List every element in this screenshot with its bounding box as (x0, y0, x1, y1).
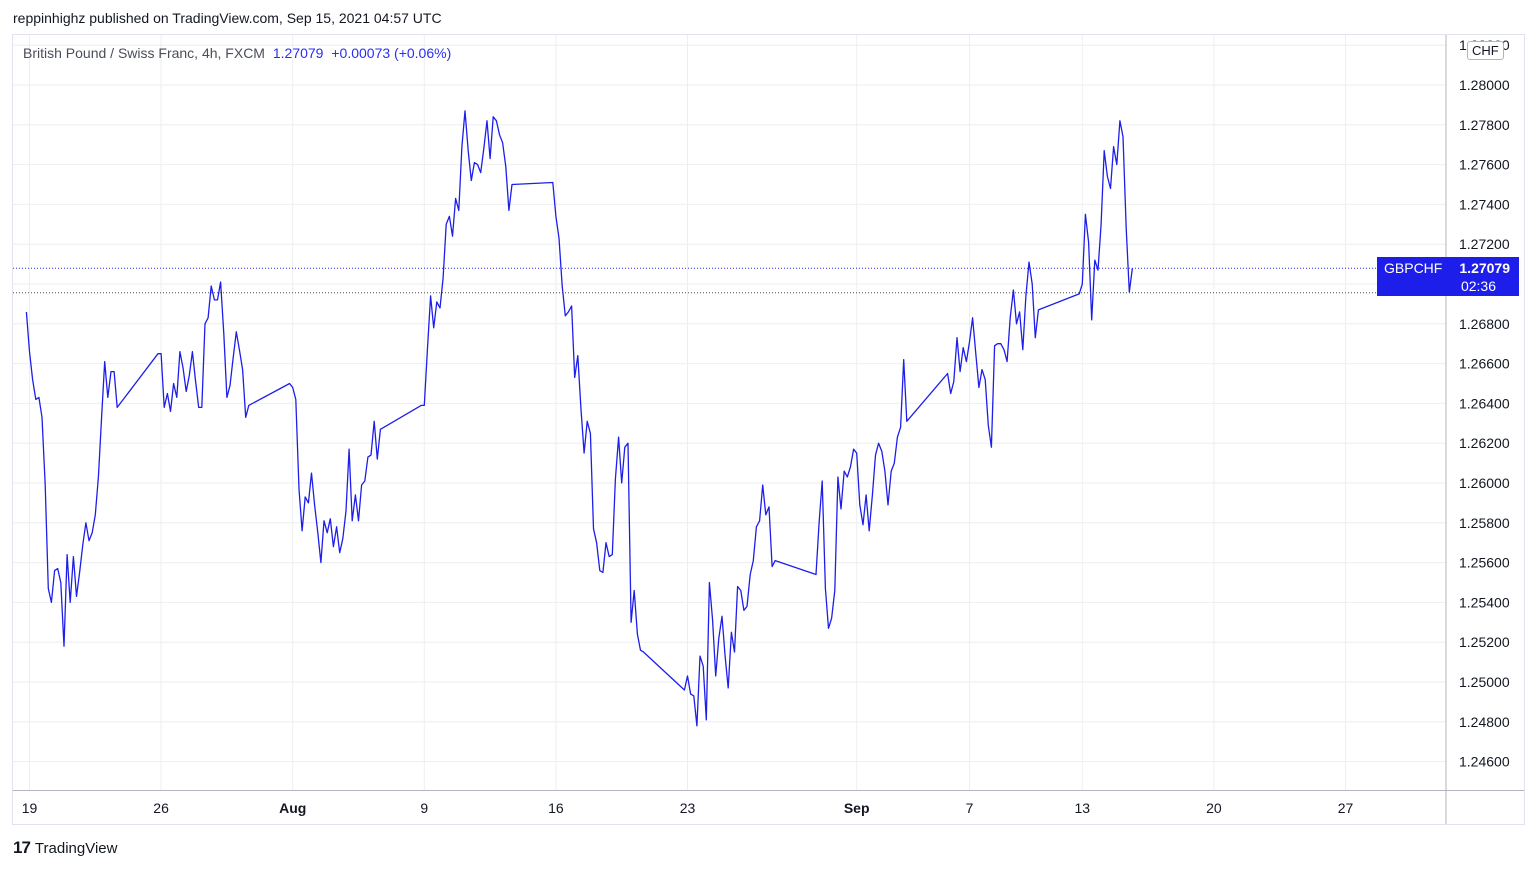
y-tick-label: 1.26600 (1459, 356, 1510, 372)
footer-brand: TradingView (34, 839, 118, 857)
y-tick-label: 1.28000 (1459, 77, 1510, 93)
x-tick-label: 26 (153, 800, 169, 816)
x-tick-label: 7 (966, 800, 974, 816)
y-tick-label: 1.25000 (1459, 674, 1510, 690)
chart-frame (12, 34, 1525, 825)
y-tick-label: 1.26800 (1459, 316, 1510, 332)
x-tick-label: 27 (1338, 800, 1354, 816)
tradingview-logo-icon: 17 (13, 838, 31, 857)
y-tick-label: 1.26400 (1459, 395, 1510, 411)
x-tick-label: 20 (1206, 800, 1222, 816)
y-tick-label: 1.25400 (1459, 594, 1510, 610)
last-price-tag: GBPCHF 1.27079 02:36 (1377, 257, 1519, 296)
publisher-line: reppinhighz published on TradingView.com… (13, 10, 442, 26)
y-tick-label: 1.27600 (1459, 157, 1510, 173)
legend-symbol: British Pound / Swiss Franc, 4h, FXCM (23, 45, 265, 61)
currency-label[interactable]: CHF (1467, 41, 1504, 60)
y-tick-label: 1.26200 (1459, 435, 1510, 451)
y-tick-label: 1.27200 (1459, 236, 1510, 252)
y-tick-label: 1.27400 (1459, 196, 1510, 212)
y-tick-label: 1.26000 (1459, 475, 1510, 491)
price-tag-symbol: GBPCHF (1384, 260, 1443, 276)
footer-branding[interactable]: 17 TradingView (13, 838, 117, 858)
x-tick-label: 13 (1075, 800, 1091, 816)
y-tick-label: 1.25800 (1459, 515, 1510, 531)
price-tag-value: 1.27079 (1459, 260, 1510, 276)
x-tick-label: Sep (844, 800, 870, 816)
chart-legend: British Pound / Swiss Franc, 4h, FXCM 1.… (23, 45, 451, 61)
y-tick-label: 1.27800 (1459, 117, 1510, 133)
x-tick-label: 16 (548, 800, 564, 816)
legend-last-price: 1.27079 (272, 45, 324, 61)
y-tick-label: 1.24800 (1459, 714, 1510, 730)
bar-countdown: 02:36 (1460, 278, 1496, 294)
legend-change: +0.00073 (+0.06%) (331, 45, 452, 61)
x-tick-label: 19 (22, 800, 38, 816)
x-tick-label: 23 (680, 800, 696, 816)
series-line (25, 110, 1134, 727)
x-tick-label: Aug (279, 800, 306, 816)
y-tick-label: 1.25600 (1459, 555, 1510, 571)
y-tick-label: 1.25200 (1459, 634, 1510, 650)
x-tick-label: 9 (420, 800, 428, 816)
y-tick-label: 1.24600 (1459, 754, 1510, 770)
